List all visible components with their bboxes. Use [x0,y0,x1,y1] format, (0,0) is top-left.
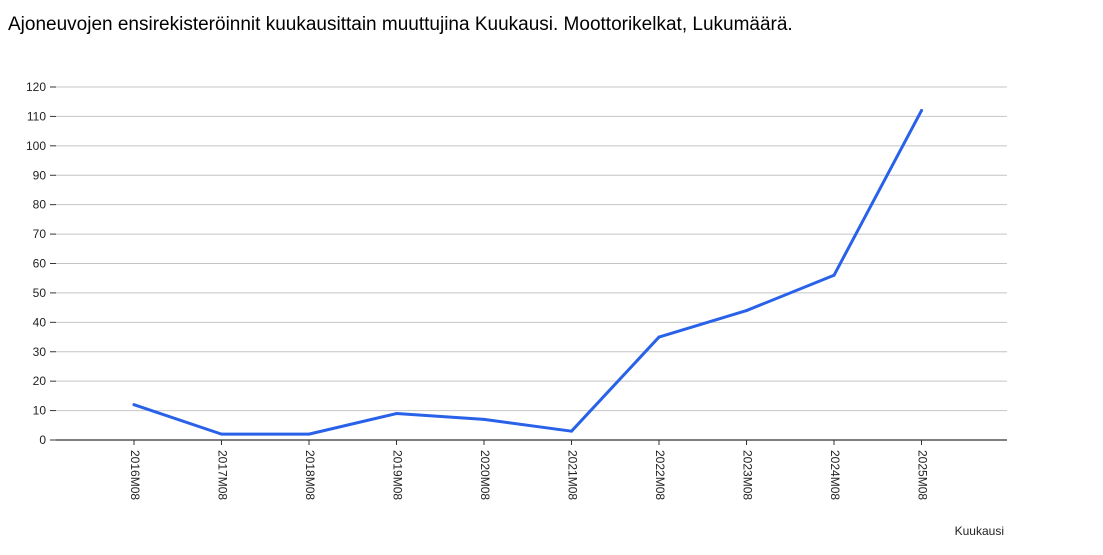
y-tick-label: 70 [33,227,47,241]
data-point [832,273,836,277]
y-tick-label: 20 [33,374,47,388]
x-tick-label: 2018M08 [303,450,317,500]
x-axis-ticks: 2016M08 2017M08 2018M08 2019M08 2020M08 2021M… [128,440,929,500]
y-tick-label: 40 [33,315,47,329]
y-tick-label: 120 [26,80,46,94]
y-tick-label: 50 [33,286,47,300]
y-axis-ticks: 0 10 20 30 40 50 60 70 80 90 100 110 120 [26,80,46,447]
data-point [920,109,923,113]
y-tick-label: 30 [33,345,47,359]
data-point [482,417,486,421]
x-axis-label: Kuukausi [955,524,1004,538]
grid-lines [50,86,1007,441]
x-tick-label: 2016M08 [128,450,142,500]
data-point [657,335,661,339]
data-point [132,403,136,407]
y-tick-label: 0 [39,433,46,447]
data-point [307,432,311,436]
y-tick-label: 10 [33,404,47,418]
x-tick-label: 2020M08 [478,450,492,500]
y-tick-label: 100 [26,139,46,153]
x-tick-label: 2017M08 [215,450,229,500]
chart-title: Ajoneuvojen ensirekisteröinnit kuukausit… [8,14,793,35]
data-point [395,412,398,416]
data-point [220,432,223,436]
series-layer [132,109,923,436]
x-tick-label: 2022M08 [653,450,667,500]
x-tick-label: 2025M08 [915,450,929,500]
y-tick-label: 110 [27,109,46,123]
data-point [745,309,748,313]
y-tick-label: 60 [33,257,47,271]
x-tick-label: 2024M08 [828,450,842,500]
data-point [570,429,573,433]
y-tick-label: 80 [33,198,47,212]
x-tick-label: 2019M08 [390,450,404,500]
series-line [132,109,923,436]
x-tick-label: 2021M08 [565,450,579,500]
x-tick-label: 2023M08 [740,450,754,500]
y-tick-label: 90 [33,168,47,182]
